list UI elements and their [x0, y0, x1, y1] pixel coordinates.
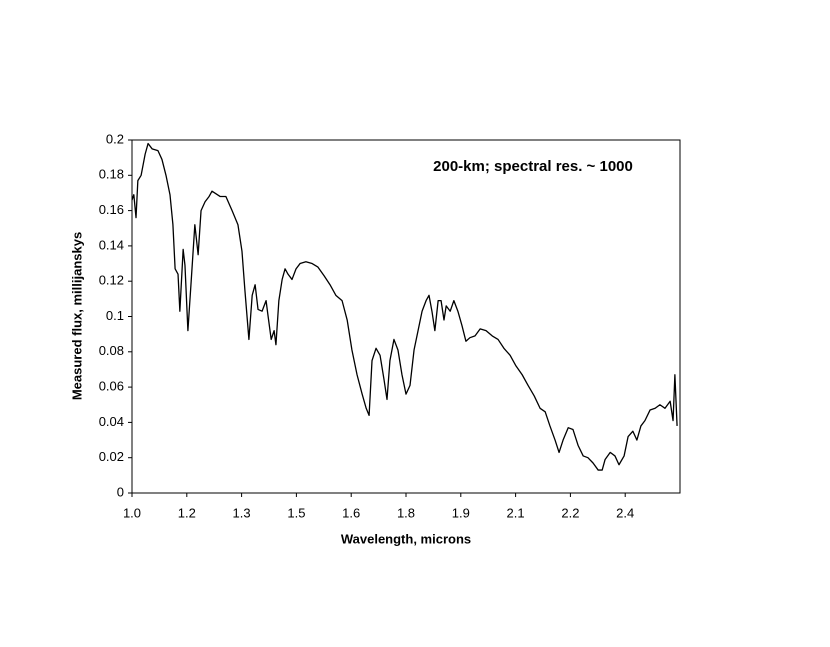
x-tick-label: 1.8 [397, 505, 415, 520]
y-tick-label: 0.02 [99, 449, 124, 464]
annotation: 200-km; spectral res. ~ 1000 [433, 158, 633, 175]
y-tick-label: 0.16 [99, 202, 124, 217]
y-tick-label: 0.04 [99, 414, 124, 429]
y-tick-label: 0 [117, 484, 124, 499]
y-tick-label: 0.2 [106, 131, 124, 146]
y-tick-label: 0.18 [99, 167, 124, 182]
x-tick-label: 1.2 [178, 505, 196, 520]
x-tick-label: 1.9 [452, 505, 470, 520]
x-tick-label: 1.3 [233, 505, 251, 520]
y-tick-label: 0.12 [99, 273, 124, 288]
y-tick-label: 0.14 [99, 237, 124, 252]
y-tick-label: 0.1 [106, 308, 124, 323]
x-axis-label: Wavelength, microns [341, 531, 471, 546]
y-tick-label: 0.06 [99, 379, 124, 394]
x-tick-label: 1.6 [342, 505, 360, 520]
spectrum-line [131, 142, 678, 471]
x-tick-label: 1.0 [123, 505, 141, 520]
x-tick-label: 1.5 [287, 505, 305, 520]
x-tick-label: 2.2 [561, 505, 579, 520]
y-axis-label: Measured flux, millijanskys [69, 232, 84, 400]
x-tick-label: 2.4 [616, 505, 634, 520]
x-tick-label: 2.1 [507, 505, 525, 520]
y-tick-label: 0.08 [99, 343, 124, 358]
